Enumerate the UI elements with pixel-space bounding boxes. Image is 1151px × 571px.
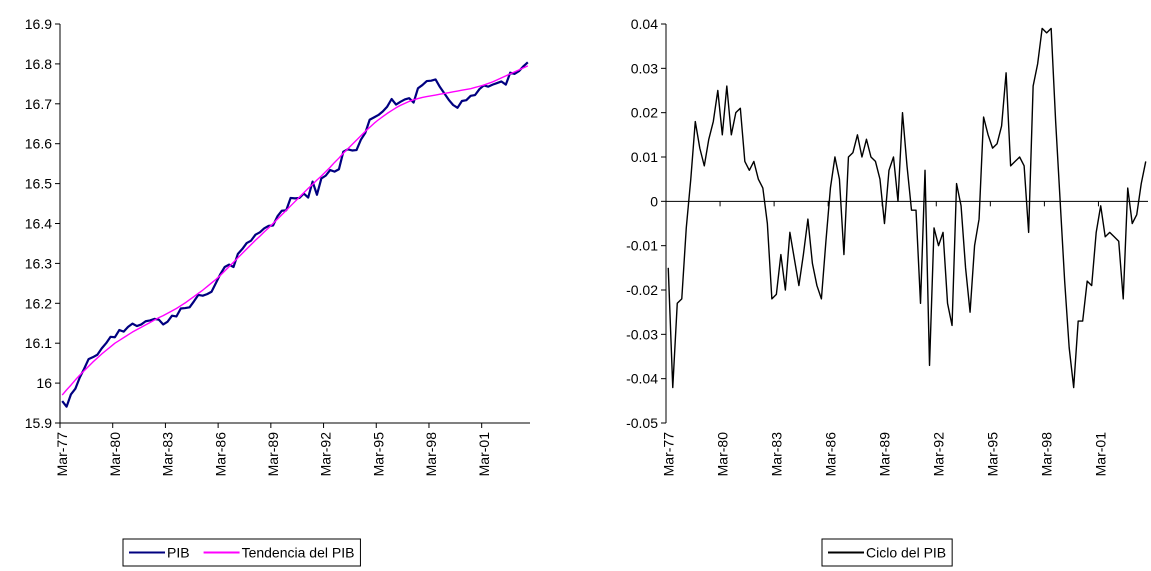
x-tick-label: Mar-89 (876, 432, 892, 477)
x-tick-label: Mar-77 (54, 432, 70, 477)
y-tick-label: 16 (36, 375, 52, 391)
y-tick-label: 0.02 (631, 105, 658, 121)
x-tick-label: Mar-01 (476, 432, 492, 477)
x-tick-label: Mar-86 (822, 432, 838, 477)
x-tick-label: Mar-77 (660, 432, 676, 477)
y-tick-label: 16.1 (25, 335, 52, 351)
legend-label: PIB (167, 545, 190, 561)
y-tick-label: 0 (650, 193, 658, 209)
x-tick-label: Mar-83 (160, 432, 176, 477)
y-tick-label: 16.8 (25, 56, 52, 72)
x-tick-label: Mar-80 (714, 432, 730, 477)
series-line (61, 65, 529, 396)
y-tick-label: 0.04 (631, 16, 658, 32)
y-tick-label: -0.04 (626, 371, 658, 387)
x-tick-label: Mar-80 (107, 432, 123, 477)
x-tick-label: Mar-95 (985, 432, 1001, 477)
legend-label: Tendencia del PIB (242, 545, 355, 561)
x-tick-label: Mar-92 (318, 432, 334, 477)
x-tick-label: Mar-86 (212, 432, 228, 477)
y-tick-label: 16.7 (25, 96, 52, 112)
legend: PIB Tendencia del PIB (122, 538, 361, 567)
y-tick-label: -0.01 (626, 238, 658, 254)
series-line (667, 27, 1147, 389)
x-tick-label: Mar-89 (265, 432, 281, 477)
y-tick-label: 0.03 (631, 60, 658, 76)
y-tick-label: 16.2 (25, 295, 52, 311)
x-tick-label: Mar-83 (768, 432, 784, 477)
legend: Ciclo del PIB (821, 538, 953, 567)
y-tick-label: 16.5 (25, 176, 52, 192)
series-line (61, 61, 529, 408)
x-tick-label: Mar-92 (931, 432, 947, 477)
x-tick-label: Mar-01 (1093, 432, 1109, 477)
y-tick-label: 15.9 (25, 415, 52, 431)
x-tick-label: Mar-95 (370, 432, 386, 477)
y-tick-label: -0.05 (626, 415, 658, 431)
x-tick-label: Mar-98 (423, 432, 439, 477)
x-tick-label: Mar-98 (1039, 432, 1055, 477)
y-tick-label: 0.01 (631, 149, 658, 165)
y-tick-label: -0.03 (626, 326, 658, 342)
y-tick-label: 16.3 (25, 255, 52, 271)
y-tick-label: 16.6 (25, 136, 52, 152)
y-tick-label: -0.02 (626, 282, 658, 298)
legend-label: Ciclo del PIB (866, 545, 946, 561)
y-tick-label: 16.4 (25, 216, 52, 232)
y-tick-label: 16.9 (25, 16, 52, 32)
